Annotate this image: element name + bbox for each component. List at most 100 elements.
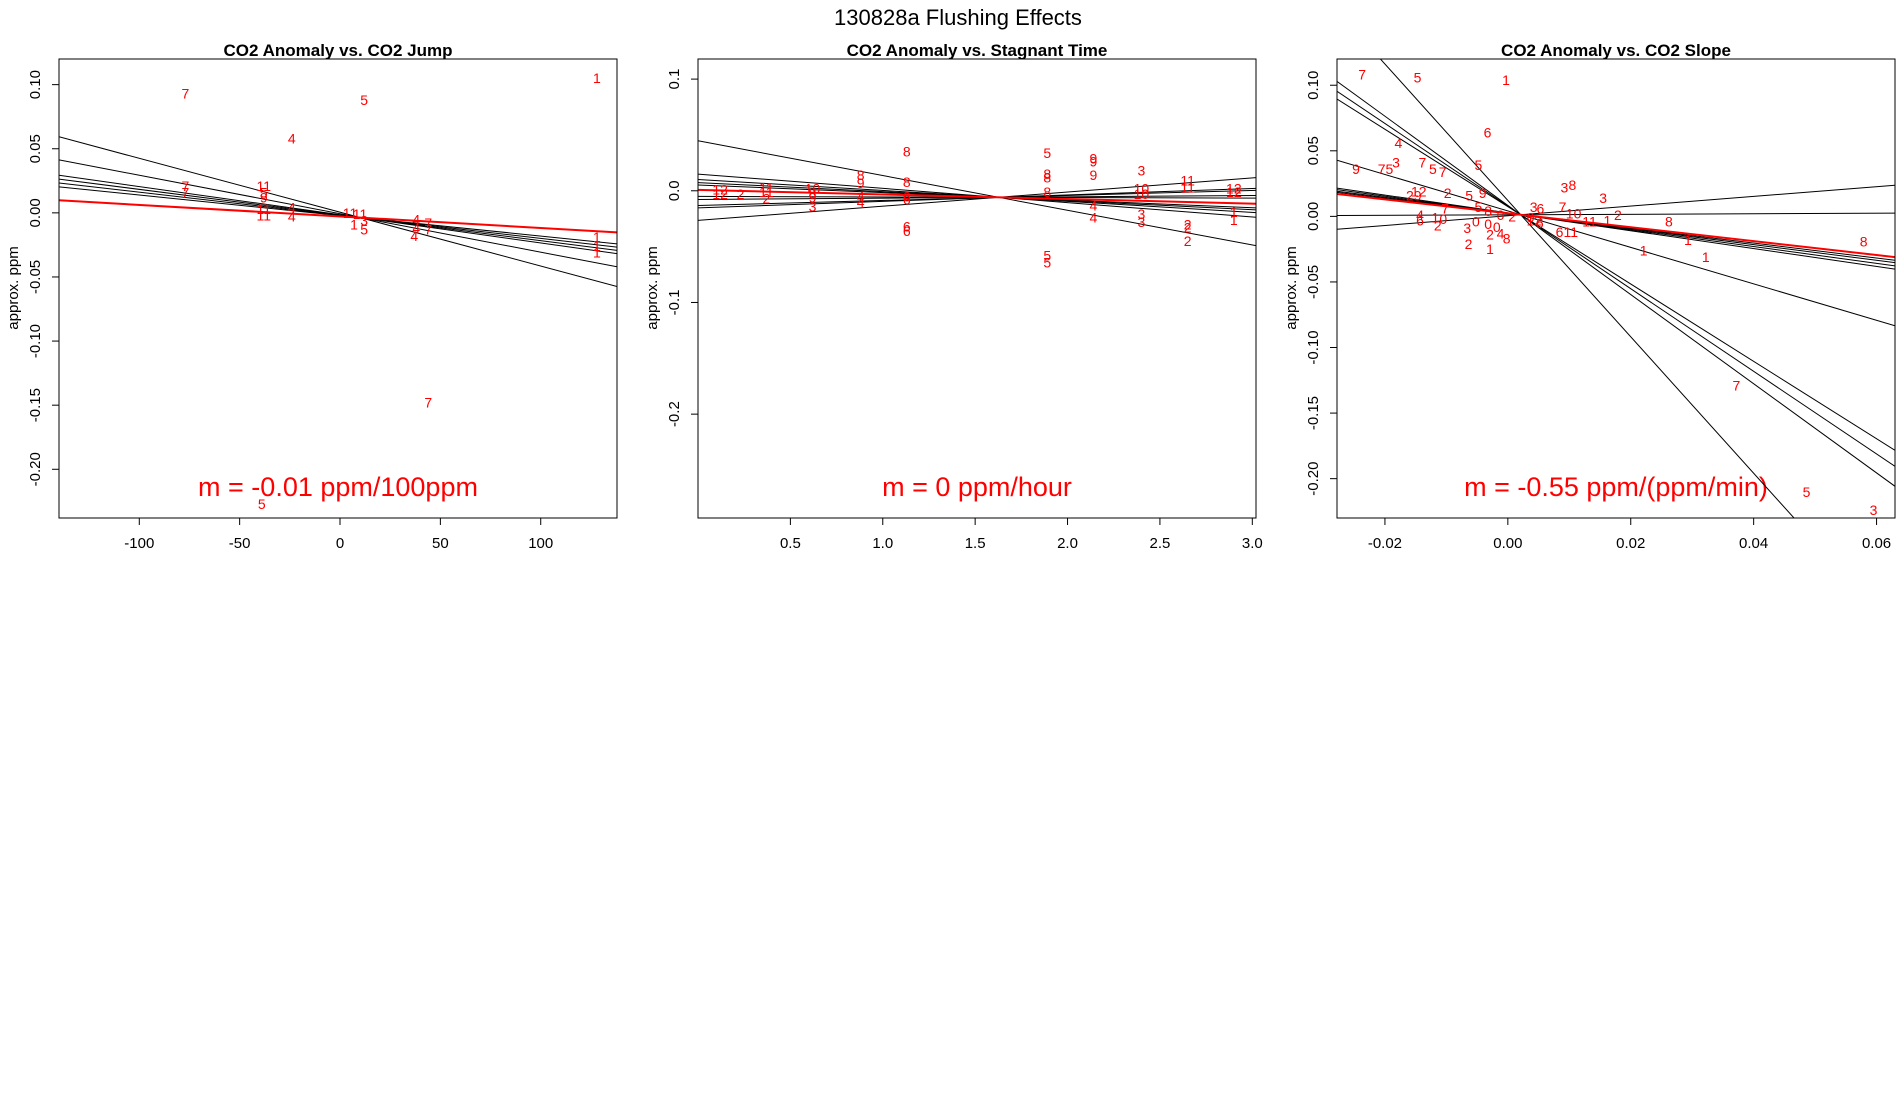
- y-axis-label: approx. ppm: [1283, 246, 1300, 329]
- x-tick-label: 1.0: [872, 535, 893, 552]
- data-point-label: 10: [1566, 206, 1582, 222]
- data-point-label: 6: [903, 219, 911, 235]
- y-tick-label: 0.05: [1305, 136, 1322, 165]
- data-point-label: 6: [1536, 215, 1544, 231]
- data-point-label: 5: [260, 184, 268, 200]
- series-fit-line: [1337, 187, 1895, 270]
- data-point-label: 8: [1503, 231, 1511, 247]
- y-tick-label: -0.2: [666, 401, 683, 427]
- data-point-label: 11: [1582, 214, 1597, 230]
- data-point-label: 7: [1419, 155, 1427, 171]
- data-point-label: 29: [1406, 187, 1422, 203]
- data-point-label: 7: [182, 178, 190, 194]
- y-tick-label: 0.10: [1305, 71, 1322, 100]
- data-point-label: 4: [412, 211, 420, 227]
- data-point-label: 1: [1486, 241, 1494, 257]
- data-point-label: 12: [1411, 183, 1427, 199]
- data-point-label: 5: [1043, 248, 1051, 264]
- data-point-label: 12: [1526, 212, 1542, 228]
- panel-stagnant-time: CO2 Anomaly vs. Stagnant Time approx. pp…: [644, 41, 1263, 552]
- data-point-label: 5: [360, 92, 368, 108]
- series-fit-line: [1337, 189, 1895, 267]
- data-point-label: 5: [1429, 161, 1437, 177]
- data-point-label: 11: [256, 201, 271, 217]
- data-point-label: 1: [593, 238, 601, 254]
- data-point-label: 9: [809, 189, 817, 205]
- y-tick-label: 0.0: [666, 180, 683, 201]
- data-point-label: 2: [1434, 218, 1442, 234]
- series-fit-line: [1337, 212, 1895, 217]
- series-fit-line: [698, 140, 1256, 247]
- data-point-label: 6: [903, 188, 911, 204]
- y-tick-label: 0.00: [27, 198, 44, 227]
- data-point-label: 8: [809, 185, 817, 201]
- data-point-label: 7: [1358, 67, 1366, 83]
- data-point-label: 2: [1184, 216, 1192, 232]
- data-point-label: 1: [593, 245, 601, 261]
- data-point-label: 0: [1497, 207, 1505, 223]
- data-point-label: 11: [759, 184, 774, 200]
- data-point-label: 5: [1043, 254, 1051, 270]
- x-tick-label: 0: [336, 535, 344, 552]
- data-point-label: 3: [1870, 502, 1878, 518]
- data-point-label: 3: [1138, 206, 1146, 222]
- y-tick-label: -0.15: [1305, 396, 1322, 430]
- y-tick-label: 0.00: [1305, 202, 1322, 231]
- x-tick-label: 3.0: [1242, 535, 1263, 552]
- data-point-label: 5: [1474, 157, 1482, 173]
- series-fit-line: [1337, 159, 1895, 327]
- data-point-label: 4: [1416, 207, 1424, 223]
- series-fit-line: [1379, 59, 1795, 518]
- x-tick-label: -0.02: [1368, 535, 1402, 552]
- series-fit-line: [59, 136, 617, 287]
- data-point-label: 8: [1568, 177, 1576, 193]
- data-point-label: 2: [1486, 227, 1494, 243]
- data-point-label: 8: [903, 144, 911, 160]
- data-point-label: 2: [1184, 233, 1192, 249]
- data-point-label: 4: [288, 130, 296, 146]
- y-axis-label: approx. ppm: [644, 246, 661, 329]
- panel-co2-slope: CO2 Anomaly vs. CO2 Slope approx. ppm m …: [1283, 41, 1896, 552]
- data-point-label: 8: [1043, 169, 1051, 185]
- series-fit-line: [59, 159, 617, 268]
- data-point-label: 1: [1431, 210, 1439, 226]
- data-point-label: 5: [1414, 69, 1422, 85]
- data-point-label: 10: [1134, 186, 1150, 202]
- data-point-label: 1: [1502, 72, 1510, 88]
- data-point-label: 8: [1043, 184, 1051, 200]
- series-fit-line: [1337, 190, 1895, 264]
- data-point-label: 7: [182, 184, 190, 200]
- data-point-label: 3: [1599, 190, 1607, 206]
- data-point-label: 2: [1508, 208, 1516, 224]
- data-point-label: 2: [1444, 185, 1452, 201]
- data-point-label: 7: [1441, 201, 1449, 217]
- slope-annotation: m = -0.55 ppm/(ppm/min): [1464, 472, 1768, 502]
- data-point-label: 3: [809, 198, 817, 214]
- data-point-label: 11: [256, 207, 271, 223]
- data-point-label: 10: [1134, 181, 1150, 197]
- data-point-label: 4: [288, 200, 296, 216]
- x-tick-label: 1.5: [965, 535, 986, 552]
- data-point-label: 8: [903, 174, 911, 190]
- data-point-label: 1: [593, 70, 601, 86]
- data-point-label: 7: [424, 395, 432, 411]
- data-point-label: 6: [903, 192, 911, 208]
- data-point-label: 4: [857, 188, 865, 204]
- x-tick-label: 0.00: [1493, 535, 1522, 552]
- data-point-label: 8: [1043, 166, 1051, 182]
- overall-fit-line: [59, 199, 617, 234]
- data-point-label: 11: [343, 205, 358, 221]
- data-point-label: 8: [1860, 233, 1868, 249]
- data-point-label: 6: [1484, 124, 1492, 140]
- data-point-label: 11: [1180, 179, 1195, 195]
- y-axis-label: approx. ppm: [5, 246, 22, 329]
- y-tick-label: 0.1: [666, 69, 683, 90]
- data-point-label: 5: [360, 222, 368, 238]
- data-point-label: 9: [1090, 150, 1098, 166]
- data-point-label: 611: [1556, 224, 1579, 240]
- series-fit-line: [1337, 81, 1895, 487]
- data-point-label: 1: [1640, 242, 1648, 258]
